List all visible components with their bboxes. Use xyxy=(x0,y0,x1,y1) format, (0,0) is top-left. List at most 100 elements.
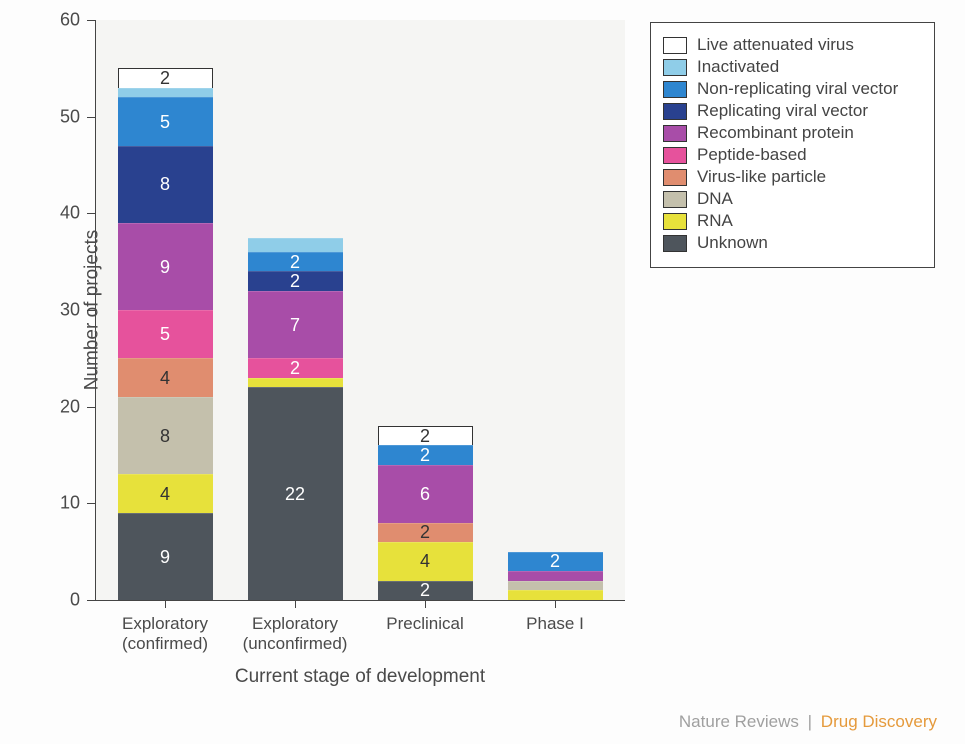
bar-segment: 9 xyxy=(118,513,213,600)
bar-segment xyxy=(248,238,343,253)
x-axis-line xyxy=(95,600,625,601)
bar-value-label: 2 xyxy=(420,522,430,543)
bar: 948459852 xyxy=(118,68,213,600)
y-tick-label: 50 xyxy=(40,106,80,127)
bar-segment: 6 xyxy=(378,465,473,523)
bar-value-label: 8 xyxy=(160,426,170,447)
legend-item: Inactivated xyxy=(663,57,922,77)
legend-swatch xyxy=(663,125,687,142)
bar-segment: 2 xyxy=(378,445,473,464)
y-tick xyxy=(87,213,95,214)
bar-segment: 8 xyxy=(118,397,213,474)
y-tick-label: 20 xyxy=(40,396,80,417)
bar-segment xyxy=(118,88,213,98)
bar-segment: 2 xyxy=(248,358,343,377)
legend-swatch xyxy=(663,235,687,252)
legend-item: Replicating viral vector xyxy=(663,101,922,121)
y-tick xyxy=(87,600,95,601)
y-tick xyxy=(87,310,95,311)
bar-value-label: 5 xyxy=(160,112,170,133)
credit-separator: | xyxy=(808,712,812,731)
legend-swatch xyxy=(663,213,687,230)
bar-value-label: 5 xyxy=(160,324,170,345)
x-tick xyxy=(555,600,556,608)
legend-label: Inactivated xyxy=(697,57,779,77)
bar-value-label: 2 xyxy=(550,551,560,572)
legend-swatch xyxy=(663,59,687,76)
bar-value-label: 6 xyxy=(420,484,430,505)
plot-area: 9484598522227222426222 xyxy=(95,20,625,600)
legend: Live attenuated virusInactivatedNon-repl… xyxy=(650,22,935,268)
bar-value-label: 4 xyxy=(160,484,170,505)
bar-value-label: 2 xyxy=(420,445,430,466)
legend-label: Live attenuated virus xyxy=(697,35,854,55)
legend-swatch xyxy=(663,169,687,186)
bar-value-label: 2 xyxy=(420,580,430,601)
x-axis-title: Current stage of development xyxy=(95,666,625,688)
y-tick-label: 10 xyxy=(40,493,80,514)
credit-line: Nature Reviews | Drug Discovery xyxy=(679,712,937,732)
legend-item: DNA xyxy=(663,189,922,209)
bar-segment: 4 xyxy=(118,474,213,513)
bar-value-label: 22 xyxy=(285,484,305,505)
bar-value-label: 4 xyxy=(420,551,430,572)
legend-swatch xyxy=(663,37,687,54)
bar-value-label: 9 xyxy=(160,257,170,278)
bar-segment: 2 xyxy=(118,68,213,87)
bar-segment: 2 xyxy=(508,552,603,571)
credit-publisher: Nature Reviews xyxy=(679,712,799,731)
legend-item: Non-replicating viral vector xyxy=(663,79,922,99)
bar-segment: 5 xyxy=(118,97,213,145)
bar-segment: 4 xyxy=(378,542,473,581)
x-tick-label: Exploratory (confirmed) xyxy=(95,614,235,655)
y-tick-label: 60 xyxy=(40,10,80,31)
legend-label: Recombinant protein xyxy=(697,123,854,143)
legend-swatch xyxy=(663,81,687,98)
legend-label: Unknown xyxy=(697,233,768,253)
bar-segment: 4 xyxy=(118,358,213,397)
legend-label: Peptide-based xyxy=(697,145,807,165)
bar-value-label: 2 xyxy=(290,271,300,292)
bar-segment: 2 xyxy=(248,252,343,271)
legend-swatch xyxy=(663,191,687,208)
bar-segment xyxy=(508,581,603,591)
bar: 2 xyxy=(508,552,603,600)
y-tick xyxy=(87,20,95,21)
legend-item: Virus-like particle xyxy=(663,167,922,187)
bar-value-label: 7 xyxy=(290,315,300,336)
legend-item: Unknown xyxy=(663,233,922,253)
bar-segment xyxy=(248,378,343,388)
legend-label: RNA xyxy=(697,211,733,231)
y-tick xyxy=(87,503,95,504)
legend-swatch xyxy=(663,103,687,120)
bar-segment: 22 xyxy=(248,387,343,600)
credit-journal: Drug Discovery xyxy=(821,712,937,731)
legend-label: Non-replicating viral vector xyxy=(697,79,898,99)
y-tick-label: 40 xyxy=(40,203,80,224)
bar-segment xyxy=(508,571,603,581)
legend-label: Replicating viral vector xyxy=(697,101,868,121)
bar-value-label: 2 xyxy=(160,68,170,89)
bar-value-label: 4 xyxy=(160,368,170,389)
x-tick-label: Phase I xyxy=(485,614,625,634)
bar-segment: 7 xyxy=(248,291,343,359)
bar-segment xyxy=(508,590,603,600)
y-tick xyxy=(87,407,95,408)
bar-segment: 9 xyxy=(118,223,213,310)
bar-segment: 2 xyxy=(378,523,473,542)
legend-item: RNA xyxy=(663,211,922,231)
legend-label: Virus-like particle xyxy=(697,167,826,187)
bar-segment: 2 xyxy=(248,271,343,290)
legend-item: Peptide-based xyxy=(663,145,922,165)
legend-swatch xyxy=(663,147,687,164)
x-tick-label: Exploratory (unconfirmed) xyxy=(225,614,365,655)
bar-segment: 5 xyxy=(118,310,213,358)
bar-segment: 2 xyxy=(378,581,473,600)
y-tick-label: 30 xyxy=(40,300,80,321)
bar-value-label: 9 xyxy=(160,547,170,568)
bar-value-label: 2 xyxy=(290,358,300,379)
x-tick-label: Preclinical xyxy=(355,614,495,634)
bar-segment: 2 xyxy=(378,426,473,445)
y-tick xyxy=(87,117,95,118)
x-tick xyxy=(165,600,166,608)
